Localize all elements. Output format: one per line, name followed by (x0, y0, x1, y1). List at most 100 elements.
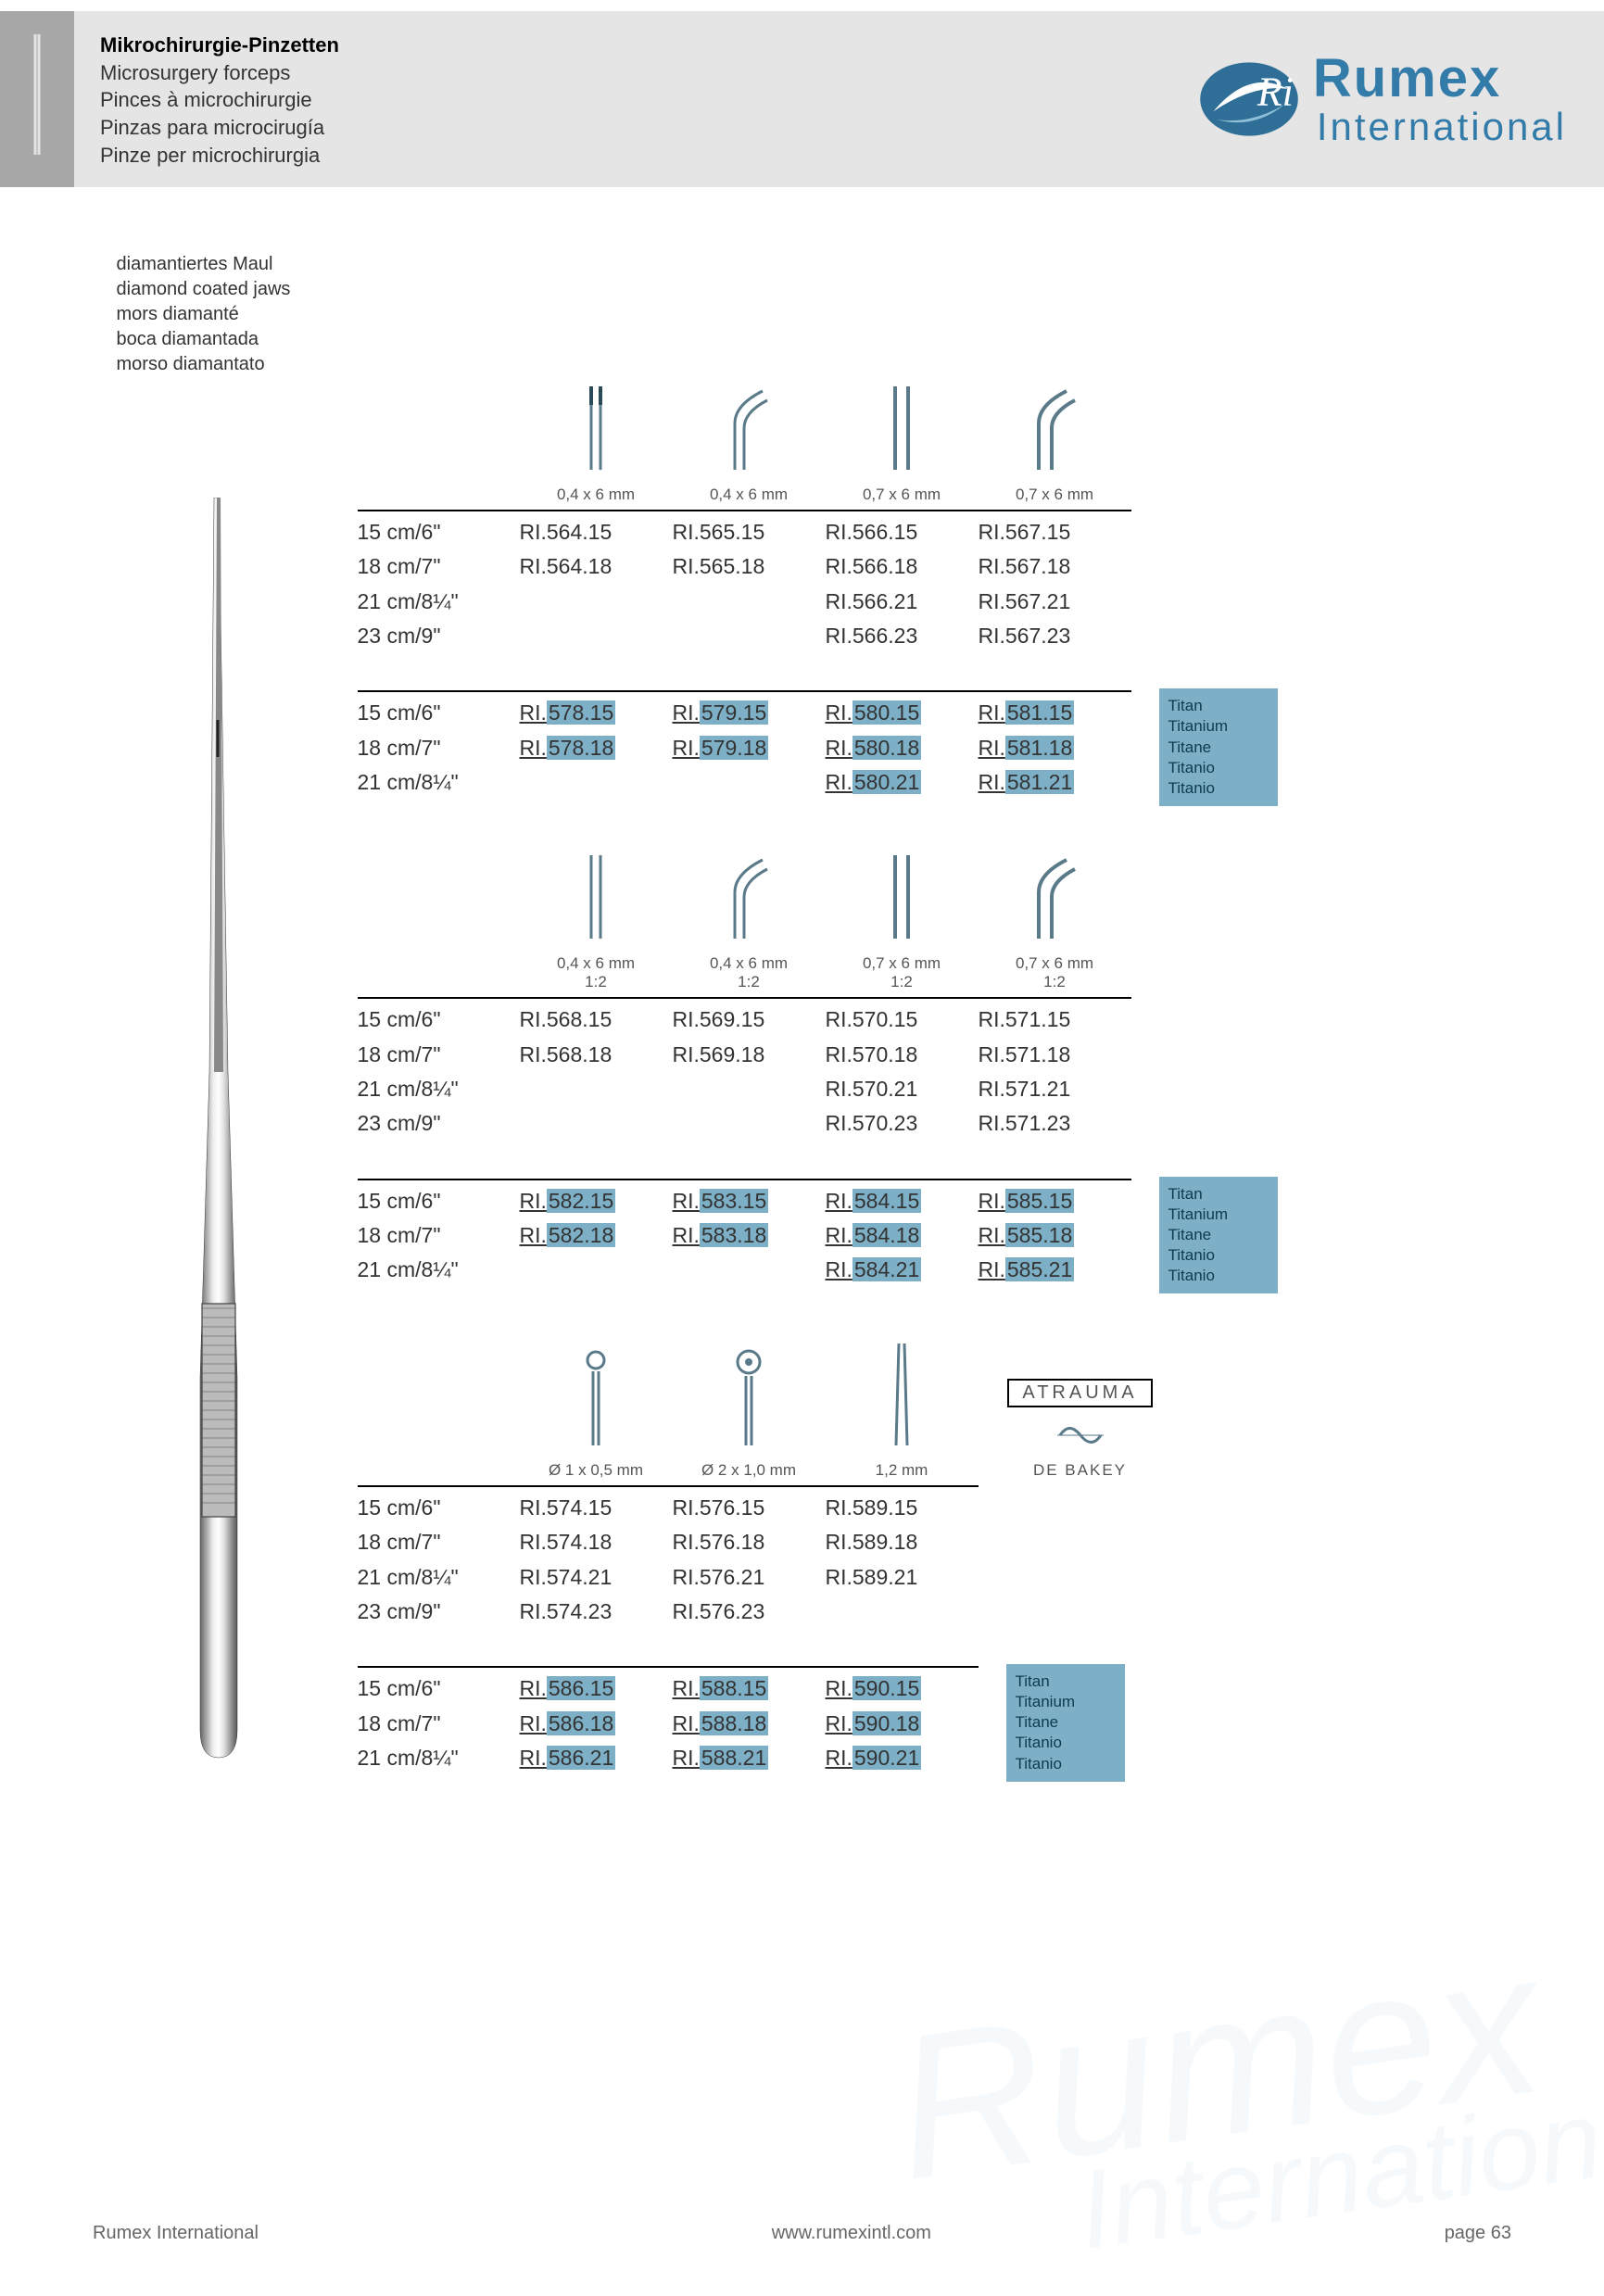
footer-center: www.rumexintl.com (772, 2223, 931, 2244)
size-label: 15 cm/6" (358, 1491, 520, 1525)
product-code: RI.589.15 (826, 1491, 979, 1525)
product-code: RI.586.15 (520, 1672, 673, 1706)
jawnote-fr: mors diamanté (117, 302, 1525, 327)
product-code: RI.574.18 (520, 1525, 673, 1559)
product-code: RI.569.15 (673, 1003, 826, 1037)
product-code: RI.582.15 (520, 1184, 673, 1218)
debakey-label: DE BAKEY (979, 1461, 1182, 1480)
size-label: 21 cm/8¼" (358, 1253, 520, 1287)
product-code: RI.574.21 (520, 1560, 673, 1595)
size-label: 23 cm/9" (358, 1595, 520, 1629)
titan-badge: TitanTitaniumTitaneTitanioTitanio (1159, 688, 1278, 805)
size-label: 18 cm/7" (358, 731, 520, 765)
footer-right: page 63 (1445, 2223, 1511, 2244)
size-label: 15 cm/6" (358, 696, 520, 730)
product-code: RI.566.18 (826, 549, 979, 584)
product-code: RI.574.23 (520, 1595, 673, 1629)
product-code: RI.584.21 (826, 1253, 979, 1287)
product-code: RI.570.18 (826, 1038, 979, 1072)
product-code: RI.589.21 (826, 1560, 979, 1595)
product-code: RI.588.18 (673, 1707, 826, 1741)
footer-left: Rumex International (93, 2223, 259, 2244)
product-code (520, 1072, 673, 1106)
product-code: RI.583.15 (673, 1184, 826, 1218)
product-code: RI.579.18 (673, 731, 826, 765)
product-code: RI.570.21 (826, 1072, 979, 1106)
svg-text:Ri: Ri (1257, 69, 1294, 115)
product-code: RI.571.23 (979, 1106, 1131, 1141)
section-1: 0,4 x 6 mm 0,4 x 6 mm 0,7 x 6 mm 0,7 x 6… (358, 386, 1525, 800)
product-code: RI.567.23 (979, 619, 1131, 653)
product-code: RI.564.18 (520, 549, 673, 584)
product-code: RI.583.18 (673, 1218, 826, 1253)
jaw-notes: diamantiertes Maul diamond coated jaws m… (117, 252, 1525, 377)
title-de: Mikrochirurgie-Pinzetten (100, 32, 339, 59)
product-code: RI.586.18 (520, 1707, 673, 1741)
product-code: RI.566.23 (826, 619, 979, 653)
product-code (673, 1106, 826, 1141)
product-code: RI.582.18 (520, 1218, 673, 1253)
size-label: 21 cm/8¼" (358, 585, 520, 619)
product-code: RI.570.23 (826, 1106, 979, 1141)
product-code: RI.585.18 (979, 1218, 1131, 1253)
product-code: RI.574.15 (520, 1491, 673, 1525)
size-label: 15 cm/6" (358, 1184, 520, 1218)
titan-badge: TitanTitaniumTitaneTitanioTitanio (1159, 1177, 1278, 1293)
product-code: RI.584.18 (826, 1218, 979, 1253)
product-code: RI.580.21 (826, 765, 979, 800)
size-label: 15 cm/6" (358, 1672, 520, 1706)
page-header: Mikrochirurgie-Pinzetten Microsurgery fo… (0, 11, 1604, 187)
product-code (673, 619, 826, 653)
variant-icon: 0,7 x 6 mm (979, 386, 1131, 504)
product-code (520, 1253, 673, 1287)
variant-icon: 1,2 mm (826, 1344, 979, 1480)
product-code (520, 585, 673, 619)
product-code: RI.585.21 (979, 1253, 1131, 1287)
jawnote-en: diamond coated jaws (117, 277, 1525, 302)
product-code: RI.580.15 (826, 696, 979, 730)
product-code: RI.567.15 (979, 515, 1131, 549)
variant-icon: 0,7 x 6 mm1:2 (979, 855, 1131, 991)
page-titles: Mikrochirurgie-Pinzetten Microsurgery fo… (74, 11, 339, 187)
product-code: RI.578.18 (520, 731, 673, 765)
product-code: RI.571.21 (979, 1072, 1131, 1106)
section-3: Ø 1 x 0,5 mm Ø 2 x 1,0 mm 1,2 mm ATRAUMA (358, 1344, 1525, 1775)
product-code (520, 1106, 673, 1141)
codes-table: 15 cm/6"RI.574.15RI.576.15RI.589.1518 cm… (358, 1485, 979, 1629)
brand-mark-icon: Ri (1198, 48, 1300, 150)
size-label: 21 cm/8¼" (358, 1560, 520, 1595)
header-forceps-icon (0, 11, 74, 187)
codes-table: 15 cm/6"RI.564.15RI.565.15RI.566.15RI.56… (358, 510, 1131, 653)
product-code: RI.585.15 (979, 1184, 1131, 1218)
jawnote-es: boca diamantada (117, 327, 1525, 352)
product-code: RI.567.21 (979, 585, 1131, 619)
product-code: RI.564.15 (520, 515, 673, 549)
product-code: RI.584.15 (826, 1184, 979, 1218)
product-code: RI.579.15 (673, 696, 826, 730)
variant-icon: 0,4 x 6 mm1:2 (673, 855, 826, 991)
product-code (826, 1595, 979, 1629)
product-code: RI.578.15 (520, 696, 673, 730)
codes-table-titan: 15 cm/6"RI.586.15RI.588.15RI.590.1518 cm… (358, 1666, 979, 1775)
product-code: RI.567.18 (979, 549, 1131, 584)
atrauma-block: ATRAUMA DE BAKEY (979, 1379, 1182, 1480)
product-code: RI.569.18 (673, 1038, 826, 1072)
debakey-icon (1053, 1417, 1108, 1454)
product-code (520, 619, 673, 653)
product-code: RI.565.18 (673, 549, 826, 584)
size-label: 15 cm/6" (358, 1003, 520, 1037)
product-code: RI.571.15 (979, 1003, 1131, 1037)
codes-table-titan: 15 cm/6"RI.582.15RI.583.15RI.584.15RI.58… (358, 1179, 1131, 1288)
size-label: 21 cm/8¼" (358, 1072, 520, 1106)
atrauma-label: ATRAUMA (1007, 1379, 1152, 1407)
product-code: RI.588.21 (673, 1741, 826, 1775)
size-label: 23 cm/9" (358, 1106, 520, 1141)
size-label: 18 cm/7" (358, 1038, 520, 1072)
product-code: RI.588.15 (673, 1672, 826, 1706)
product-code: RI.565.15 (673, 515, 826, 549)
brand-name: Rumex (1313, 51, 1567, 107)
jawnote-it: morso diamantato (117, 352, 1525, 377)
jawnote-de: diamantiertes Maul (117, 252, 1525, 277)
product-code (673, 1253, 826, 1287)
product-code: RI.566.15 (826, 515, 979, 549)
